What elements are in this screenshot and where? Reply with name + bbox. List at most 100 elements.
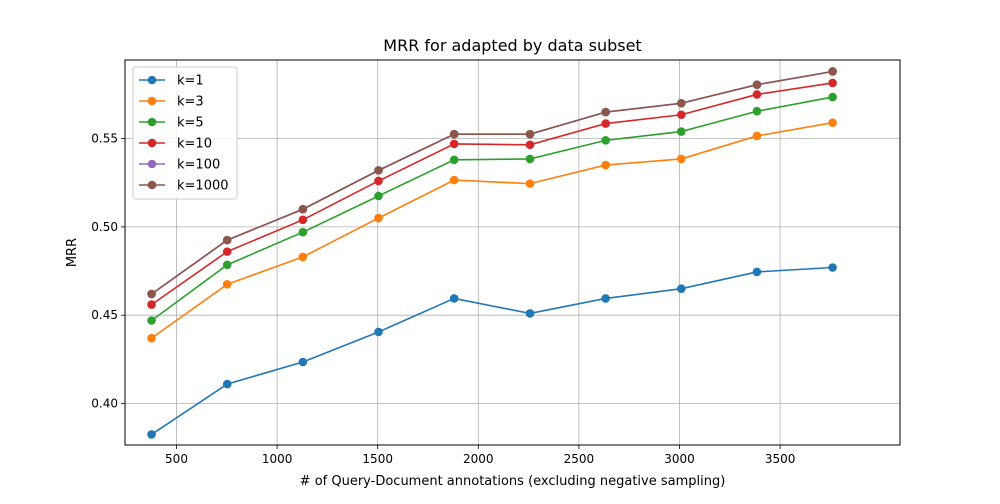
legend-marker xyxy=(147,138,157,148)
data-point xyxy=(449,155,459,165)
data-point xyxy=(525,140,535,150)
data-point xyxy=(374,327,383,337)
legend-item: k=5 xyxy=(139,116,204,131)
plot-area xyxy=(124,59,901,446)
series-line xyxy=(151,70,833,295)
data-point xyxy=(449,139,459,149)
data-point xyxy=(449,129,459,139)
x-tick-label: 3500 xyxy=(765,452,796,466)
legend-item: k=1000 xyxy=(139,179,229,194)
data-point xyxy=(752,106,762,116)
y-tick-label: 0.40 xyxy=(91,396,118,410)
legend-label: k=5 xyxy=(177,116,204,131)
data-point xyxy=(222,379,232,389)
grid xyxy=(125,60,900,445)
data-point xyxy=(677,127,686,136)
y-axis-label: MRR xyxy=(65,238,80,267)
series-line xyxy=(151,121,833,339)
legend-label: k=1000 xyxy=(177,179,229,194)
series-k-5 xyxy=(147,92,837,325)
series-line xyxy=(151,96,833,322)
legend-item: k=10 xyxy=(139,137,212,152)
data-point xyxy=(828,92,837,102)
x-tick-label: 500 xyxy=(165,452,188,466)
data-point xyxy=(752,80,762,90)
data-point xyxy=(222,279,232,289)
data-point xyxy=(147,289,156,299)
data-point xyxy=(374,191,383,201)
legend-label: k=3 xyxy=(177,95,204,110)
data-point xyxy=(828,118,837,127)
x-tick-label: 2500 xyxy=(564,452,595,466)
series-line xyxy=(151,82,833,306)
y-tick-label: 0.50 xyxy=(91,220,118,234)
data-point xyxy=(525,129,535,139)
y-tick-label: 0.45 xyxy=(91,308,118,322)
data-point xyxy=(298,357,308,367)
legend-item: k=3 xyxy=(139,95,204,110)
legend-label: k=1 xyxy=(177,74,204,89)
y-tick-label: 0.55 xyxy=(91,132,118,146)
data-point xyxy=(449,294,459,303)
data-point xyxy=(677,98,686,108)
data-point xyxy=(601,160,610,170)
data-point xyxy=(298,215,308,225)
data-point xyxy=(147,430,156,439)
legend-label: k=10 xyxy=(177,137,212,152)
data-point xyxy=(147,333,156,343)
x-tick-label: 2000 xyxy=(463,452,494,466)
data-point xyxy=(374,213,383,223)
data-point xyxy=(525,309,535,318)
legend-marker xyxy=(147,96,157,106)
series-k-1 xyxy=(147,263,837,439)
legend: k=1 k=3 k=5 k=10 k=100 k=1000 xyxy=(132,66,238,200)
x-tick-label: 1000 xyxy=(262,452,293,466)
data-point xyxy=(677,284,686,294)
legend-marker xyxy=(147,75,157,85)
legend-marker xyxy=(147,180,157,190)
data-point xyxy=(828,263,837,272)
data-point xyxy=(828,67,837,76)
series-k-100 xyxy=(147,67,837,299)
legend-marker xyxy=(147,117,157,127)
data-point xyxy=(374,176,383,186)
data-point xyxy=(752,267,762,277)
axis-ticks: 500 1000 1500 2000 2500 3000 3500 0.40 0.45 0.50 0… xyxy=(91,132,795,466)
data-point xyxy=(222,235,232,245)
data-point xyxy=(677,110,686,120)
x-tick-label: 1500 xyxy=(362,452,393,466)
series-line xyxy=(151,266,833,436)
legend-item: k=100 xyxy=(139,158,220,173)
series-k-1000 xyxy=(147,67,837,299)
data-point xyxy=(828,78,837,88)
data-point xyxy=(147,300,156,309)
data-point xyxy=(601,107,610,117)
data-point xyxy=(298,252,308,262)
x-axis-label: # of Query-Document annotations (excludi… xyxy=(300,474,726,489)
data-point xyxy=(601,294,610,303)
chart-title: MRR for adapted by data subset xyxy=(383,36,641,55)
legend-label: k=100 xyxy=(177,158,220,173)
data-point xyxy=(147,316,156,325)
data-point xyxy=(601,119,610,128)
data-point xyxy=(752,131,762,141)
series-k-10 xyxy=(147,78,837,309)
data-point xyxy=(222,260,232,270)
data-point xyxy=(525,154,535,164)
series-line xyxy=(151,70,833,295)
data-point xyxy=(222,247,232,256)
data-point xyxy=(449,175,459,185)
data-point xyxy=(374,166,383,175)
series-k-3 xyxy=(147,118,837,343)
data-point xyxy=(298,204,308,214)
data-point xyxy=(601,136,610,145)
series-group xyxy=(147,67,837,439)
legend-box xyxy=(132,66,238,200)
legend-marker xyxy=(147,159,157,169)
data-point xyxy=(677,154,686,164)
x-tick-label: 3000 xyxy=(664,452,695,466)
data-point xyxy=(525,179,535,188)
data-point xyxy=(298,227,308,237)
